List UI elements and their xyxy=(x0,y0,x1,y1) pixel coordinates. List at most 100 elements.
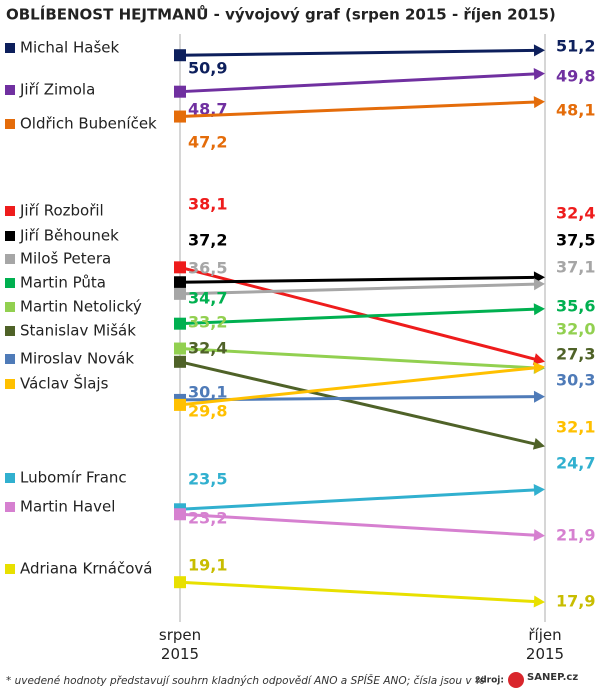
value-label: 37,1 xyxy=(556,258,595,277)
legend-swatch xyxy=(5,278,15,288)
slope-line xyxy=(179,360,537,446)
value-label: 30,1 xyxy=(188,383,227,402)
value-label: 21,9 xyxy=(556,526,595,545)
legend-swatch xyxy=(5,354,15,364)
slope-line xyxy=(179,100,537,119)
value-label: 29,8 xyxy=(188,402,227,421)
legend-swatch xyxy=(5,231,15,241)
slope-line xyxy=(179,512,537,537)
start-marker xyxy=(174,508,186,521)
legend-swatch xyxy=(5,326,15,336)
legend-swatch xyxy=(5,254,15,264)
end-arrow xyxy=(533,68,545,80)
value-label: 49,8 xyxy=(556,67,595,86)
value-label: 51,2 xyxy=(556,37,595,56)
source: SANEP.cz xyxy=(527,672,578,683)
start-marker xyxy=(174,355,186,368)
legend-swatch xyxy=(5,502,15,512)
end-arrow xyxy=(533,303,545,316)
logo-icon xyxy=(508,672,524,688)
end-arrow xyxy=(533,44,545,57)
legend-swatch xyxy=(5,302,15,312)
footnote: * uvedené hodnoty představují souhrn kla… xyxy=(6,674,485,687)
legend-label: Jiří Rozbořil xyxy=(19,202,104,220)
value-label: 34,7 xyxy=(188,289,227,308)
source-label: zdroj: xyxy=(475,676,504,686)
value-label: 36,5 xyxy=(188,259,227,278)
slope-line xyxy=(179,282,537,296)
legend-label: Lubomír Franc xyxy=(20,469,127,487)
value-label: 37,2 xyxy=(188,231,227,250)
legend-swatch xyxy=(5,564,15,574)
end-arrow xyxy=(533,529,545,542)
slope-line xyxy=(179,307,537,326)
legend-swatch xyxy=(5,473,15,483)
legend-label: Adriana Krnáčová xyxy=(20,560,152,578)
legend-label: Martin Havel xyxy=(20,498,115,516)
end-arrow xyxy=(532,437,545,450)
end-arrow xyxy=(533,484,545,496)
legend-label: Václav Šlajs xyxy=(20,374,109,393)
value-label: 24,7 xyxy=(556,454,595,473)
slope-line xyxy=(179,48,537,57)
legend-label: Stanislav Mišák xyxy=(20,322,136,340)
value-label: 32,0 xyxy=(556,320,595,339)
value-label: 47,2 xyxy=(188,133,227,152)
x-tick-label: říjen 2015 xyxy=(525,626,565,663)
slope-line xyxy=(179,72,537,94)
start-marker xyxy=(174,342,186,355)
slope-line xyxy=(179,275,537,284)
value-label: 27,3 xyxy=(556,345,595,364)
legend-label: Miroslav Novák xyxy=(20,350,134,368)
value-label: 23,2 xyxy=(188,509,227,528)
value-label: 32,1 xyxy=(556,418,595,437)
end-arrow xyxy=(533,595,545,608)
x-tick-label: srpen 2015 xyxy=(158,626,202,663)
chart-title: OBLÍBENOST HEJTMANŮ - vývojový graf (srp… xyxy=(6,4,556,24)
end-arrow xyxy=(533,96,545,109)
slope-line xyxy=(179,366,537,407)
legend-swatch xyxy=(5,43,15,53)
start-marker xyxy=(174,110,186,123)
value-label: 37,5 xyxy=(556,231,595,250)
start-marker xyxy=(174,287,186,300)
value-label: 48,1 xyxy=(556,101,595,120)
legend-label: Jiří Zimola xyxy=(19,81,95,99)
slope-line xyxy=(179,488,537,511)
legend-swatch xyxy=(5,85,15,95)
value-label: 33,2 xyxy=(188,313,227,332)
start-marker xyxy=(174,85,186,98)
legend-label: Oldřich Bubeníček xyxy=(20,115,157,133)
legend-label: Michal Hašek xyxy=(20,39,120,57)
slope-line xyxy=(179,580,537,604)
legend-label: Martin Půta xyxy=(20,274,106,292)
value-label: 17,9 xyxy=(556,592,595,611)
legend-swatch xyxy=(5,379,15,389)
value-label: 35,6 xyxy=(556,297,595,316)
end-arrow xyxy=(533,390,545,403)
legend-label: Jiří Běhounek xyxy=(19,227,119,245)
legend-swatch xyxy=(5,119,15,129)
value-label: 32,4 xyxy=(188,339,227,358)
end-arrow xyxy=(533,278,545,291)
start-marker xyxy=(174,276,186,289)
end-arrow xyxy=(532,353,545,365)
end-arrow xyxy=(533,361,545,374)
value-label: 50,9 xyxy=(188,59,227,78)
value-label: 30,3 xyxy=(556,371,595,390)
value-label: 32,4 xyxy=(556,204,595,223)
start-marker xyxy=(174,317,186,330)
start-marker xyxy=(174,261,186,274)
value-label: 23,5 xyxy=(188,470,227,489)
legend-label: Martin Netolický xyxy=(20,298,142,316)
value-label: 38,1 xyxy=(188,195,227,214)
legend-swatch xyxy=(5,206,15,216)
value-label: 19,1 xyxy=(188,556,227,575)
start-marker xyxy=(174,576,186,589)
start-marker xyxy=(174,398,186,411)
slope-line xyxy=(179,347,537,370)
legend-label: Miloš Petera xyxy=(20,250,111,268)
start-marker xyxy=(174,49,186,62)
